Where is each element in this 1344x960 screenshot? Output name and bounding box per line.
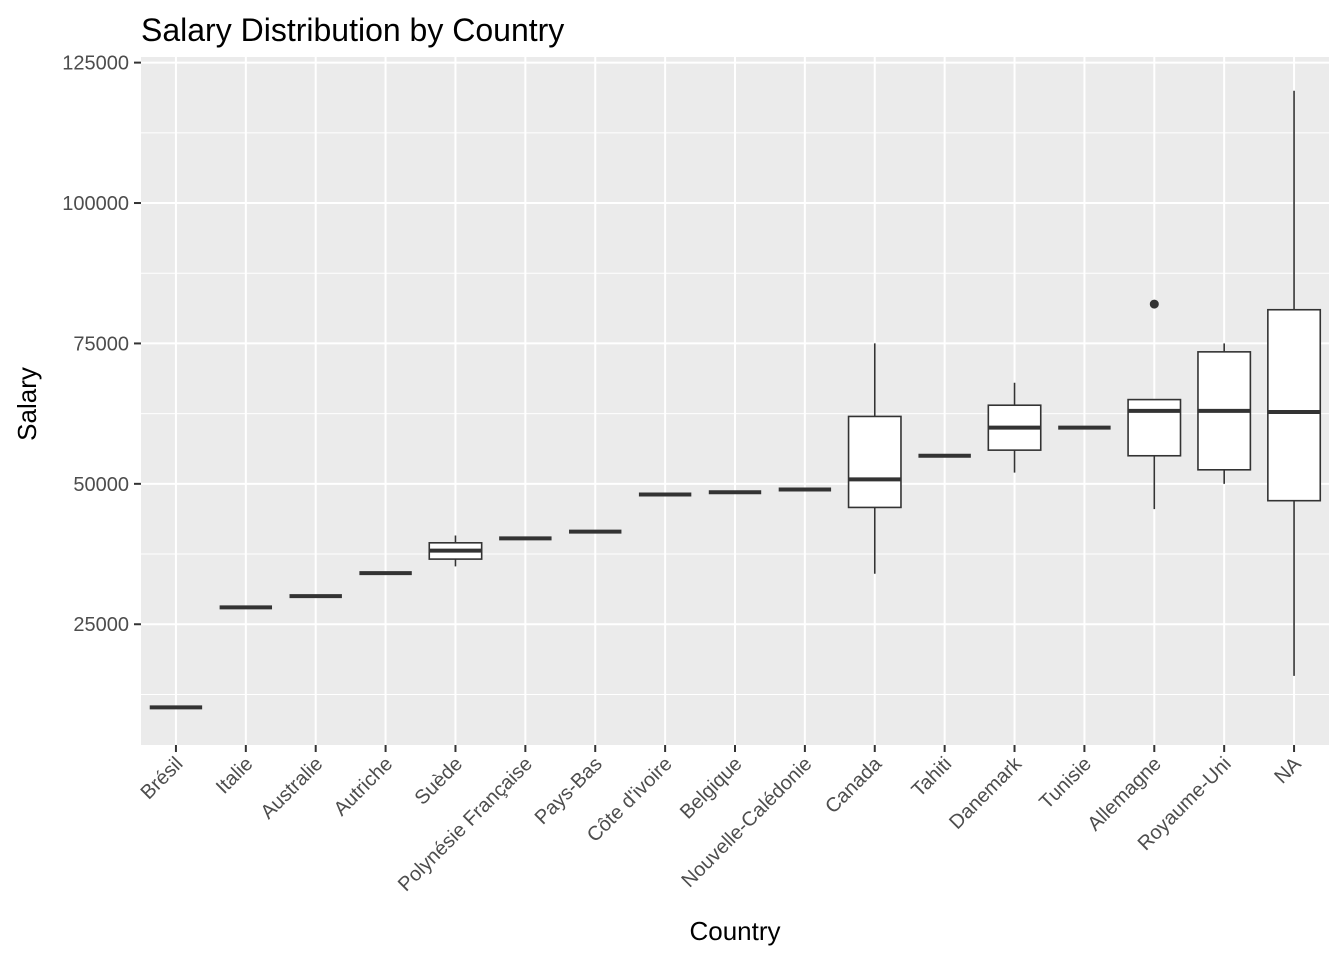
y-tick-label: 100000 — [62, 193, 129, 215]
x-tick-label: Danemark — [945, 752, 1026, 833]
x-axis: Brésil Italie Australie Autriche SuèdePolyné… — [137, 745, 1306, 896]
box-iqr — [1267, 308, 1322, 502]
x-axis-title: Country — [689, 916, 780, 946]
x-tick-label: Suède — [411, 753, 467, 809]
grid-lines — [141, 57, 1329, 745]
box-iqr — [847, 415, 902, 509]
y-tick-label: 50000 — [73, 474, 129, 496]
y-axis-title: Salary — [12, 367, 42, 441]
x-tick-label: Australie — [257, 753, 328, 824]
x-tick-label: Brésil — [137, 753, 188, 804]
box-15 — [1197, 343, 1252, 484]
box-10 — [847, 343, 902, 574]
y-tick-label: 25000 — [73, 614, 129, 636]
boxes — [149, 90, 1322, 710]
x-tick-label: NA — [1270, 753, 1306, 789]
y-axis: 25000 50000 75000 100000 125000 — [62, 53, 141, 636]
x-tick-label: Italie — [212, 753, 257, 798]
y-tick-label: 125000 — [62, 53, 129, 75]
x-tick-label: Nouvelle-Calédonie — [677, 753, 816, 892]
x-tick-label: Tunisie — [1035, 753, 1096, 814]
x-tick-label: Belgique — [676, 753, 747, 824]
x-tick-label: Polynésie Française — [394, 753, 537, 896]
x-tick-label: Canada — [821, 752, 887, 818]
chart-title: Salary Distribution by Country — [141, 12, 564, 48]
box-14 — [1127, 299, 1182, 510]
y-tick-label: 75000 — [73, 333, 129, 355]
box-12 — [987, 382, 1042, 473]
x-tick-label: Autriche — [330, 753, 397, 820]
x-tick-label: Tahiti — [908, 753, 957, 802]
box-iqr — [1127, 398, 1182, 457]
box-4 — [428, 535, 483, 567]
outlier-point — [1149, 299, 1159, 309]
box-16 — [1267, 90, 1322, 676]
